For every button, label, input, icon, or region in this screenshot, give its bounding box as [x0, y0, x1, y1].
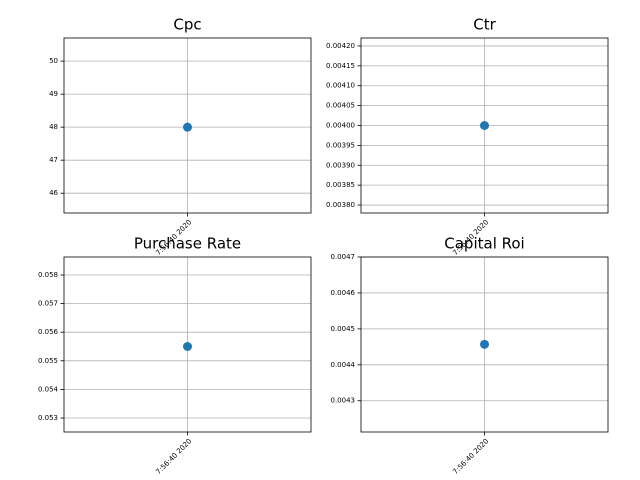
chart-title: Capital Roi [444, 235, 524, 253]
y-tick-label: 0.00395 [326, 141, 355, 149]
y-tick-label: 0.054 [38, 385, 59, 393]
axes-frame [63, 256, 312, 433]
axes-frame [360, 37, 609, 214]
y-tick-label: 0.056 [38, 328, 59, 336]
subplot: Capital Roi 0.0043 0.0044 0.0045 0.0046 0.004… [331, 235, 609, 476]
data-point [480, 121, 489, 130]
y-tick-label: 0.0044 [331, 361, 356, 369]
y-tick-label: 50 [49, 57, 58, 65]
axes-frame [63, 37, 312, 214]
y-tick-label: 0.00400 [326, 122, 355, 130]
data-point [183, 342, 192, 352]
y-tick-label: 0.055 [38, 357, 58, 365]
x-tick-label: 7:56:40 2020 [154, 437, 193, 476]
y-tick-label: 47 [49, 156, 58, 164]
y-tick-label: 0.00380 [326, 201, 355, 209]
y-tick-label: 0.058 [38, 271, 58, 279]
y-tick-label: 0.00415 [326, 62, 355, 70]
subplot: Ctr 0.00380 0.00385 0.00390 0.00395 0.00400 0.… [326, 16, 609, 257]
chart-title: Ctr [473, 16, 496, 34]
x-tick-label: 7:56:40 2020 [451, 437, 490, 476]
subplot: Purchase Rate 0.053 0.054 0.055 0.056 0.057 0.… [38, 235, 312, 476]
y-tick-label: 0.053 [38, 414, 58, 422]
y-tick-label: 0.0043 [331, 397, 356, 405]
chart-title: Cpc [173, 16, 201, 34]
y-tick-label: 0.00390 [326, 161, 355, 169]
data-point [183, 122, 192, 132]
y-tick-label: 0.00420 [326, 42, 355, 50]
y-tick-label: 48 [49, 123, 58, 131]
y-tick-label: 49 [49, 90, 58, 98]
y-tick-label: 0.057 [38, 300, 58, 308]
axes-frame [360, 256, 609, 433]
y-tick-label: 0.00405 [326, 102, 355, 110]
y-tick-label: 0.00385 [326, 181, 355, 189]
y-tick-label: 0.00410 [326, 82, 355, 90]
data-point [480, 339, 489, 349]
y-tick-label: 0.0045 [331, 325, 356, 333]
y-tick-label: 0.0047 [331, 253, 356, 261]
chart-title: Purchase Rate [134, 235, 241, 253]
y-tick-label: 0.0046 [331, 289, 356, 297]
y-tick-label: 46 [49, 189, 58, 197]
